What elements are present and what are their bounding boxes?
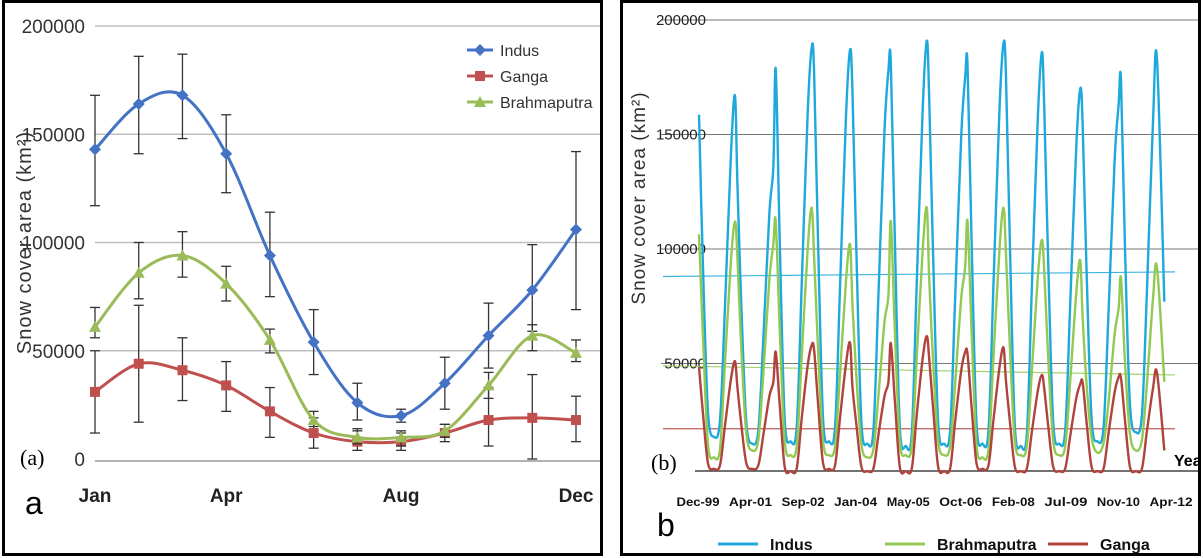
y-tick-label: 150000 [656, 127, 706, 144]
x-axis-label: Year [1174, 453, 1198, 470]
y-tick-label: 100000 [22, 234, 85, 255]
x-tick-label: Jan-04 [834, 495, 877, 509]
data-point [90, 386, 100, 397]
data-point [482, 379, 495, 391]
y-tick-label: 200000 [656, 12, 706, 29]
data-point [571, 415, 581, 426]
x-tick-label: Dec [559, 486, 594, 507]
series-line-indus [697, 39, 1166, 452]
chart-panel-b: 50000 100000 150000 200000 Dec-99 Apr-01 Sep-0… [620, 0, 1201, 556]
x-tick-label: Aug [383, 486, 420, 507]
y-tick-label: 200000 [22, 17, 85, 38]
data-point [132, 97, 145, 110]
y-axis-label: Snow cover area (km²) [629, 91, 650, 304]
y-tick-label: 100000 [656, 241, 706, 258]
mean-line-indus [662, 271, 1176, 278]
data-point [482, 329, 495, 342]
data-point [221, 380, 232, 391]
x-tick-label: May-05 [887, 495, 930, 509]
legend-label: Ganga [500, 69, 548, 86]
chart-a: 0 50000 100000 150000 200000 Jan Apr Aug Dec Snow… [14, 17, 600, 521]
data-point [307, 336, 320, 349]
chart-panel-a: 0 50000 100000 150000 200000 Jan Apr Aug Dec Snow… [2, 0, 603, 556]
data-point [351, 396, 364, 409]
y-tick-label: 50000 [32, 342, 85, 363]
x-tick-label: Apr [210, 486, 243, 507]
data-point [438, 377, 451, 390]
legend-label: Ganga [1100, 537, 1150, 553]
legend-label: Indus [500, 43, 539, 60]
corner-label: b [657, 507, 675, 543]
mean-line-brahmaputra [662, 365, 1176, 376]
x-tick-label: Dec-99 [677, 495, 720, 509]
data-point [133, 358, 144, 369]
data-point [570, 346, 582, 358]
data-point [263, 333, 276, 345]
series-line-brahmaputra [697, 205, 1166, 462]
x-tick-label: Apr-01 [729, 495, 772, 509]
chart-b: 50000 100000 150000 200000 Dec-99 Apr-01 Sep-0… [629, 12, 1198, 553]
x-tick-label: Jan [79, 486, 112, 507]
data-point [395, 409, 408, 422]
x-tick-label: Sep-02 [782, 495, 825, 509]
data-point [483, 415, 494, 426]
x-tick-label: Nov-10 [1097, 495, 1140, 509]
x-tick-label: Jul-09 [1044, 495, 1087, 509]
data-point [395, 431, 408, 443]
data-point [263, 249, 276, 262]
data-point [527, 412, 538, 423]
series-line-brahmaputra [93, 253, 577, 441]
data-point [438, 424, 451, 436]
legend-label: Brahmaputra [937, 537, 1037, 553]
data-point [526, 284, 539, 297]
x-tick-label: Apr-12 [1150, 495, 1193, 509]
series-line-ganga [697, 334, 1166, 475]
legend-label: Indus [770, 537, 813, 553]
x-tick-label: Feb-08 [992, 495, 1035, 509]
data-point [89, 143, 101, 156]
data-point [176, 249, 189, 261]
data-point [570, 223, 582, 236]
data-point [351, 431, 364, 443]
data-point [220, 277, 233, 289]
data-point [176, 89, 189, 102]
legend-marker [474, 44, 486, 56]
data-point [132, 266, 145, 278]
y-tick-label: 0 [74, 450, 85, 471]
data-point [307, 414, 320, 426]
data-point [177, 365, 188, 376]
x-tick-label: Oct-06 [939, 495, 982, 509]
data-point [220, 147, 233, 160]
data-point [526, 329, 539, 341]
legend-marker [475, 71, 485, 81]
legend-marker [474, 96, 486, 107]
panel-label: (a) [20, 445, 44, 470]
data-point [308, 428, 319, 439]
y-tick-label: 50000 [664, 356, 706, 373]
legend-label: Brahmaputra [500, 95, 593, 112]
data-point [89, 320, 101, 332]
y-axis-label: Snow cover area (km²) [14, 131, 36, 354]
panel-label: (b) [651, 450, 677, 475]
y-tick-label: 150000 [22, 125, 85, 146]
corner-label: a [25, 485, 43, 521]
data-point [264, 406, 275, 417]
